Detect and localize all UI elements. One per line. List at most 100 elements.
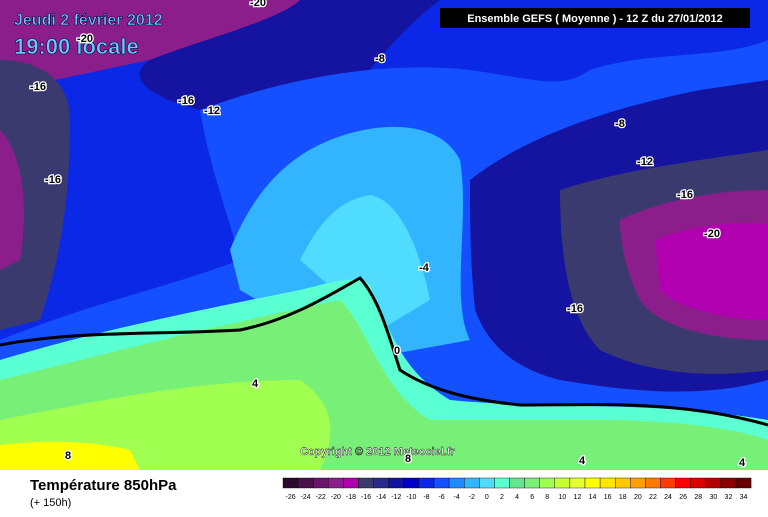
legend-swatch bbox=[720, 477, 737, 489]
field bbox=[0, 60, 70, 330]
legend-label: 0 bbox=[485, 494, 489, 501]
legend-swatch bbox=[690, 477, 707, 489]
legend-label: 16 bbox=[604, 494, 612, 501]
legend-label: -26 bbox=[285, 494, 295, 501]
legend-swatch bbox=[584, 477, 601, 489]
field bbox=[655, 223, 768, 320]
legend-swatch bbox=[479, 477, 495, 489]
legend-swatch bbox=[660, 477, 676, 489]
legend-label: 10 bbox=[558, 494, 566, 501]
legend-label: 8 bbox=[545, 494, 549, 501]
field bbox=[139, 0, 440, 110]
legend-label: 22 bbox=[649, 494, 657, 501]
contour-label: -16 bbox=[567, 303, 583, 315]
contour-label: -16 bbox=[677, 189, 693, 201]
legend-label: 4 bbox=[515, 494, 519, 501]
legend-swatch bbox=[388, 477, 405, 489]
legend-swatch bbox=[599, 477, 616, 489]
legend-swatch bbox=[735, 477, 752, 489]
legend-label: -24 bbox=[301, 494, 311, 501]
legend-label: -16 bbox=[361, 494, 371, 501]
legend-label: 24 bbox=[664, 494, 672, 501]
legend-label: -12 bbox=[391, 494, 401, 501]
contour-label: -12 bbox=[637, 156, 653, 168]
legend-label: -2 bbox=[469, 494, 475, 501]
legend-swatch bbox=[403, 477, 420, 489]
legend-swatch bbox=[328, 477, 344, 489]
contour-label: 4 bbox=[252, 378, 259, 390]
legend-swatch bbox=[373, 477, 389, 489]
legend-label: -14 bbox=[376, 494, 386, 501]
legend-label: 28 bbox=[694, 494, 702, 501]
contour-label: -20 bbox=[77, 33, 93, 45]
legend-label: 20 bbox=[634, 494, 642, 501]
legend-swatch bbox=[554, 477, 571, 489]
forecast-date: Jeudi 2 février 2012 bbox=[14, 12, 163, 29]
legend-swatch bbox=[464, 477, 480, 489]
legend-label: 6 bbox=[530, 494, 534, 501]
copyright: Copyright © 2012 Meteociel.fr bbox=[300, 446, 456, 458]
contour-label: -12 bbox=[204, 105, 220, 117]
legend-swatch bbox=[433, 477, 450, 489]
contour-label: -16 bbox=[178, 95, 194, 107]
legend-swatch bbox=[313, 477, 329, 489]
legend-label: 18 bbox=[619, 494, 627, 501]
legend-swatch bbox=[494, 477, 510, 489]
legend-swatch bbox=[539, 477, 556, 489]
footer bbox=[0, 470, 768, 512]
legend-swatch bbox=[448, 477, 465, 489]
contour-label: 8 bbox=[65, 450, 71, 462]
legend-swatch bbox=[509, 477, 525, 489]
contour-label: 0 bbox=[394, 345, 400, 357]
contour-label: -20 bbox=[704, 228, 720, 240]
contour-label: -8 bbox=[375, 53, 385, 65]
legend-swatch bbox=[630, 477, 646, 489]
contour-label: -16 bbox=[30, 81, 46, 93]
contour-labels: -20 -20 -8 -16 -16 -12 -8 -12 -16 -20 -16 -4 -16 0 4 8 8… bbox=[29, 0, 747, 470]
forecast-time: 19:00 locale bbox=[14, 34, 139, 59]
legend-swatch bbox=[675, 477, 691, 489]
legend-swatch bbox=[282, 477, 299, 489]
legend-swatch bbox=[524, 477, 540, 489]
field bbox=[0, 130, 24, 270]
legend-label: -18 bbox=[346, 494, 356, 501]
contour-label: -20 bbox=[250, 0, 266, 9]
legend-label: 2 bbox=[500, 494, 504, 501]
field bbox=[300, 195, 430, 330]
legend-swatch bbox=[343, 477, 359, 489]
legend-swatch bbox=[358, 477, 374, 489]
legend-label: -10 bbox=[406, 494, 416, 501]
legend-swatch bbox=[418, 477, 435, 489]
legend-label: -22 bbox=[316, 494, 326, 501]
legend-swatch bbox=[645, 477, 661, 489]
legend-label: 14 bbox=[589, 494, 597, 501]
contour-label: 4 bbox=[739, 457, 746, 469]
legend-label: 32 bbox=[725, 494, 733, 501]
legend-label: -6 bbox=[438, 494, 444, 501]
legend-label: 34 bbox=[740, 494, 748, 501]
legend-swatch bbox=[615, 477, 631, 489]
legend-swatch bbox=[705, 477, 722, 489]
legend-label: -20 bbox=[331, 494, 341, 501]
legend-label: -4 bbox=[454, 494, 460, 501]
model-run: Ensemble GEFS ( Moyenne ) - 12 Z du 27/0… bbox=[467, 13, 723, 25]
contour-label: -4 bbox=[419, 262, 430, 274]
legend-swatch bbox=[569, 477, 586, 489]
model-box bbox=[440, 8, 750, 28]
field bbox=[0, 0, 300, 90]
legend-label: 26 bbox=[679, 494, 687, 501]
lead-time: (+ 150h) bbox=[30, 497, 71, 509]
contour-label: 8 bbox=[405, 453, 411, 465]
field-title: Température 850hPa bbox=[30, 477, 177, 494]
legend: -26 -24 -22 -20 -18 -16 -14 -12 -10 -8 -6 -4 -2 0 2 4 6 8… bbox=[282, 477, 752, 501]
legend-label: 30 bbox=[709, 494, 717, 501]
contour-label: 4 bbox=[579, 455, 586, 467]
legend-label: 12 bbox=[574, 494, 582, 501]
field bbox=[0, 441, 140, 470]
zero-isotherm bbox=[0, 276, 768, 427]
contour-label: -16 bbox=[45, 174, 61, 186]
legend-swatch bbox=[297, 477, 314, 489]
legend-label: -8 bbox=[423, 494, 429, 501]
contour-label: -8 bbox=[615, 118, 625, 130]
